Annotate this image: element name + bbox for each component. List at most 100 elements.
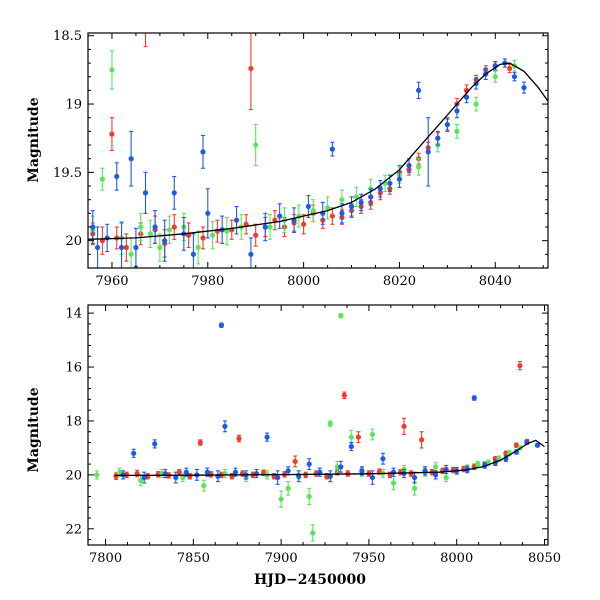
top-point-green (267, 214, 273, 240)
top-point-green (416, 158, 422, 176)
top-y-tick-label: 19.5 (53, 166, 82, 181)
top-point-blue (339, 203, 345, 224)
bottom-point-red (517, 361, 523, 371)
bottom-x-tick-label: 7800 (89, 551, 122, 566)
bottom-point-blue (173, 471, 179, 484)
top-point-blue (248, 237, 254, 268)
top-point-green (109, 50, 115, 90)
bottom-point-green (306, 487, 312, 506)
bottom-point-blue (152, 439, 158, 449)
top-point-blue (114, 162, 120, 191)
top-point-blue (416, 81, 422, 100)
bottom-point-blue (306, 458, 312, 471)
bottom-point-blue (422, 466, 428, 476)
top-point-green (492, 70, 498, 83)
top-point-red (109, 117, 115, 152)
bottom-point-red (236, 434, 242, 443)
top-point-blue (305, 195, 312, 218)
bottom-point-green (201, 479, 207, 492)
bottom-point-green (327, 420, 333, 427)
bottom-point-green (285, 481, 291, 496)
top-point-red (301, 214, 307, 235)
top-point-blue (90, 210, 96, 244)
bottom-point-blue (296, 470, 302, 483)
top-model-curve (88, 62, 548, 240)
bottom-point-blue (317, 467, 323, 477)
bottom-point-green (390, 475, 397, 491)
top-point-red (243, 214, 249, 235)
bottom-y-tick-label: 16 (65, 361, 82, 376)
top-y-tick-label: 20 (65, 234, 82, 249)
top-point-green (128, 237, 134, 268)
bottom-point-blue (218, 322, 225, 328)
bottom-plot-area (94, 313, 545, 542)
bottom-point-blue (222, 420, 228, 433)
bottom-point-green (338, 313, 344, 319)
bottom-frame (87, 304, 549, 546)
top-point-green (473, 96, 479, 112)
bottom-point-blue (471, 395, 477, 401)
top-x-tick-label: 8020 (383, 274, 416, 289)
bottom-point-red (341, 391, 347, 400)
top-point-red (214, 219, 220, 243)
top-y-tick-label: 19 (65, 98, 82, 113)
top-point-blue (104, 223, 110, 253)
bottom-series-blue (120, 322, 541, 485)
bottom-point-green (310, 524, 316, 542)
top-point-green (296, 204, 302, 228)
top-point-red (99, 226, 105, 255)
top-point-blue (262, 212, 268, 242)
top-point-blue (521, 81, 527, 94)
bottom-point-green (411, 481, 418, 496)
top-frame (87, 32, 549, 269)
top-point-green (209, 220, 216, 250)
top-point-red (329, 207, 335, 225)
top-series-red (90, 33, 513, 262)
top-point-green (138, 212, 144, 242)
top-x-tick-label: 8040 (479, 274, 512, 289)
top-point-blue (142, 171, 149, 214)
top-point-red (143, 33, 148, 48)
top-point-blue (277, 203, 283, 229)
top-point-green (224, 216, 230, 246)
top-point-blue (205, 188, 211, 239)
bottom-point-blue (141, 471, 147, 484)
top-point-green (454, 123, 460, 139)
top-x-tick-label: 7960 (95, 274, 128, 289)
top-y-tick-label: 18.5 (53, 29, 82, 44)
x-axis-label: HJD−2450000 (254, 572, 366, 588)
bottom-y-axis-label: Magnitude (26, 387, 42, 472)
bottom-point-green (369, 428, 376, 441)
top-point-green (147, 219, 153, 249)
top-point-green (166, 215, 173, 244)
bottom-model-curve (114, 439, 545, 477)
top-point-red (200, 226, 206, 250)
top-point-blue (511, 72, 518, 82)
top-point-blue (291, 207, 297, 234)
top-point-red (171, 214, 177, 240)
top-point-blue (329, 141, 335, 157)
bottom-point-blue (348, 441, 354, 452)
bottom-point-blue (380, 452, 386, 465)
top-point-red (507, 63, 513, 74)
bottom-point-blue (327, 470, 333, 483)
top-point-blue (133, 227, 139, 268)
bottom-point-green (348, 429, 354, 445)
top-point-blue (118, 222, 125, 268)
bottom-point-blue (275, 470, 281, 485)
top-point-blue (435, 130, 441, 146)
top-series-blue (90, 58, 527, 268)
bottom-point-blue (264, 432, 270, 442)
bottom-point-green (443, 472, 449, 483)
top-point-blue (444, 117, 450, 132)
bottom-point-blue (338, 460, 344, 473)
top-y-axis-label: Magnitude (26, 97, 42, 182)
bottom-y-tick-label: 14 (65, 307, 82, 322)
bottom-point-blue (534, 442, 541, 448)
top-point-green (99, 167, 105, 191)
bottom-point-green (475, 460, 481, 468)
top-point-blue (425, 117, 431, 187)
bottom-point-green (138, 474, 144, 487)
top-point-blue (152, 210, 158, 244)
